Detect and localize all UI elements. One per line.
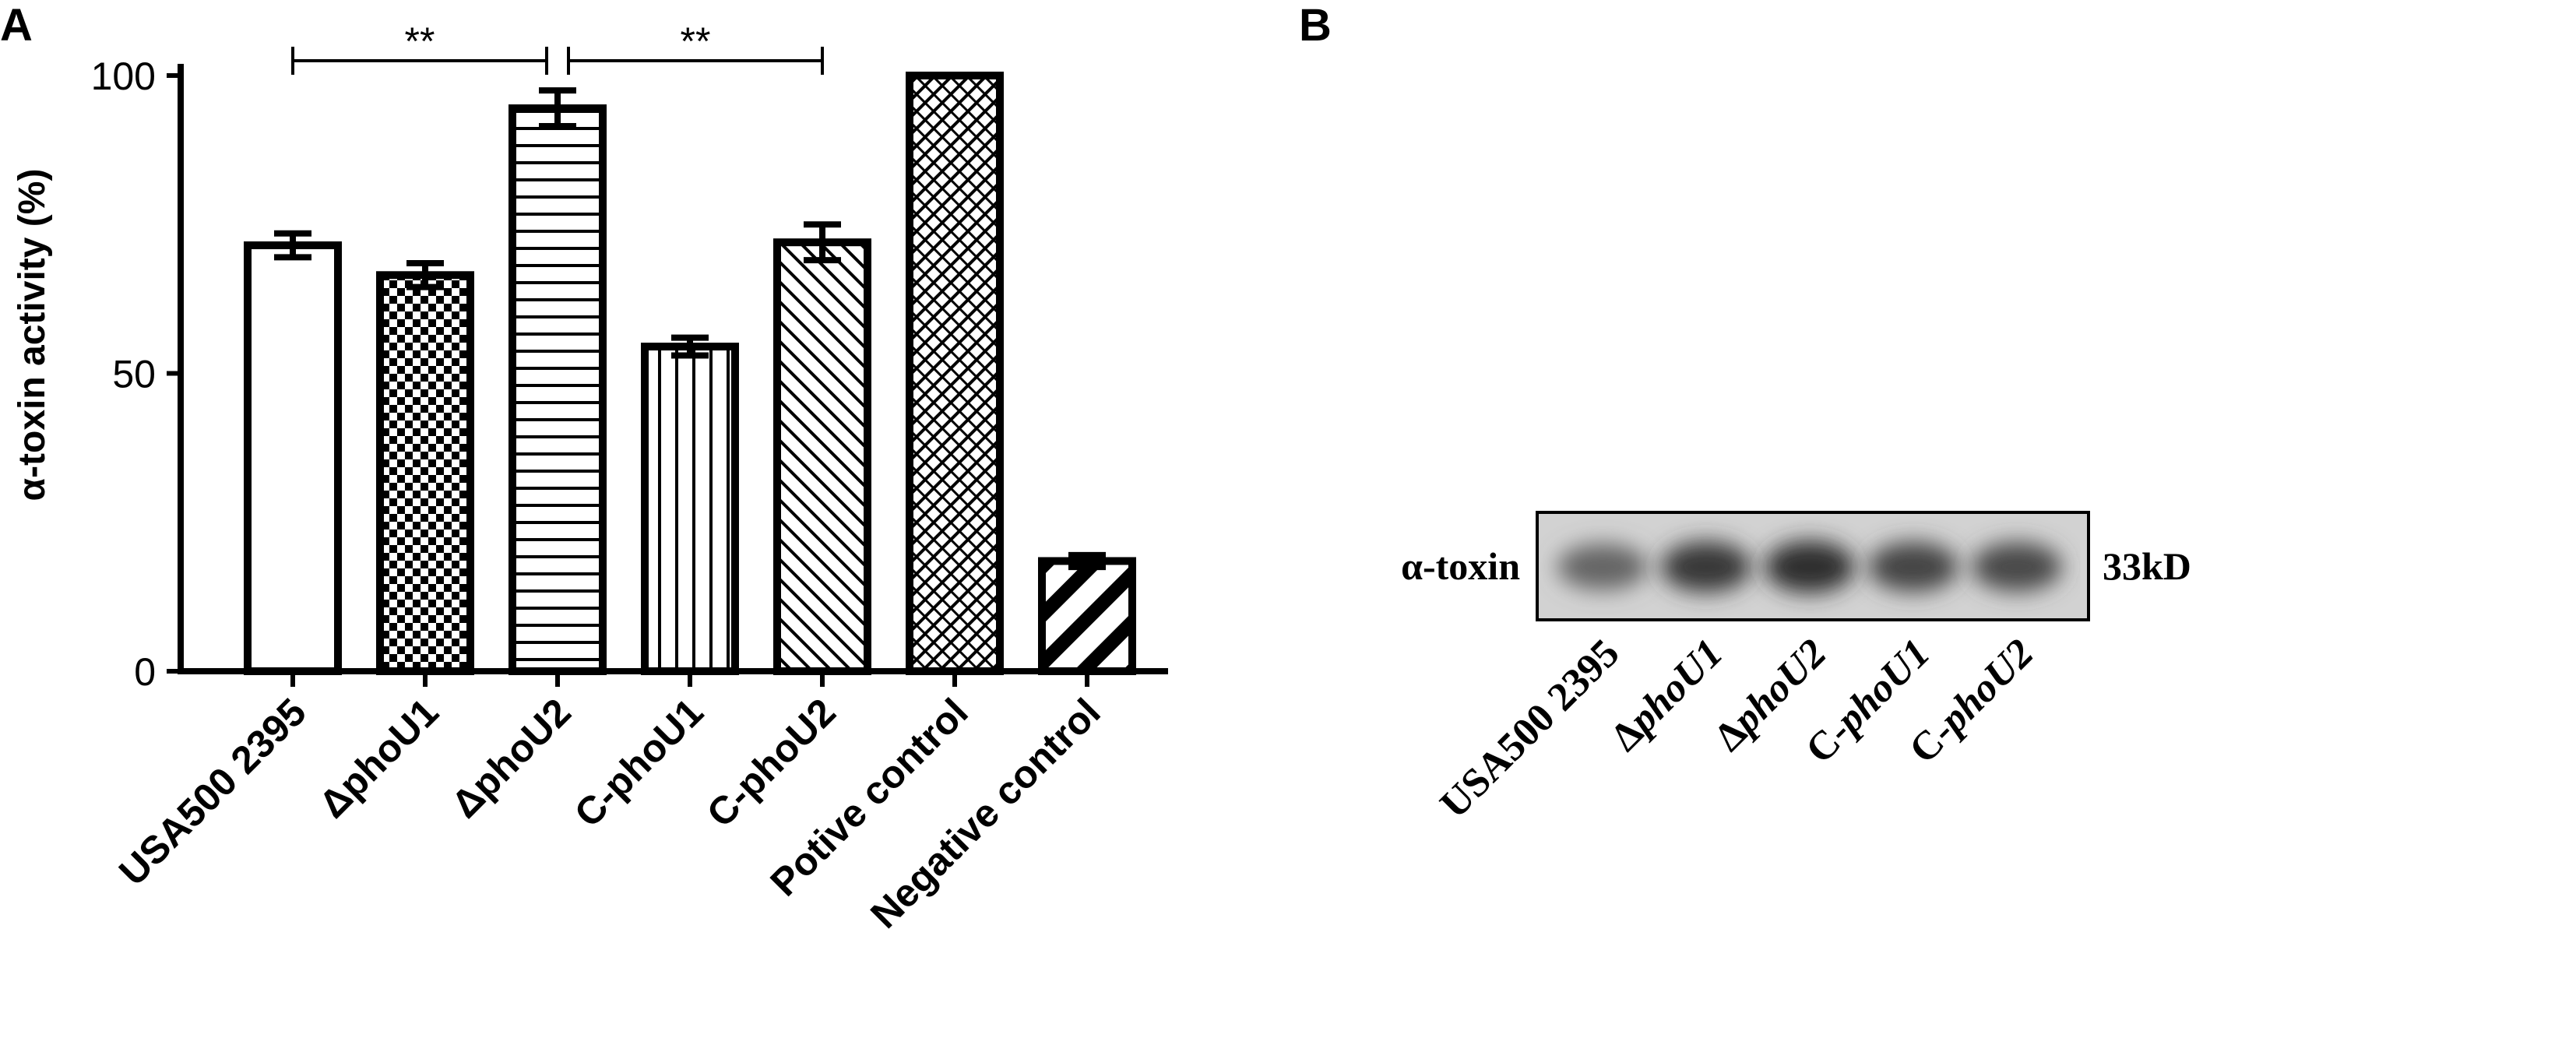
error-bar-2: [406, 259, 444, 290]
blot-band-5: [1972, 542, 2062, 592]
panel-b-label: B: [1299, 0, 1332, 51]
x-tick-label: USA500 2395: [111, 690, 315, 894]
blot-band-2: [1661, 541, 1751, 593]
blot-band-3: [1765, 540, 1855, 593]
panel-a-label: A: [0, 0, 33, 51]
blot-band-1: [1557, 544, 1648, 590]
bar-3: [509, 104, 607, 675]
significance-label: **: [405, 19, 435, 63]
x-tick-label: Negative control: [862, 690, 1109, 937]
bar-4: [641, 343, 739, 675]
significance-bracket: **: [567, 19, 824, 75]
error-bar-5: [804, 221, 841, 264]
error-bar-3: [539, 87, 576, 130]
blot-lane-label: ΔphoU1: [1603, 631, 1732, 760]
x-tick-label: C-phoU1: [566, 690, 712, 836]
bar-5: [773, 238, 871, 675]
error-bar-1: [274, 230, 311, 261]
significance-label: **: [681, 19, 711, 63]
significance-bracket: **: [291, 19, 548, 75]
error-bar-4: [671, 334, 709, 359]
y-tick-label: 50: [112, 353, 156, 396]
x-tick-label: ΔphoU2: [443, 690, 579, 826]
error-bar-7: [1068, 551, 1106, 571]
blot-row-label: α-toxin: [1401, 544, 1520, 588]
y-axis-label: α-toxin activity (%): [12, 169, 53, 501]
y-tick-label: 0: [134, 650, 156, 694]
blot-lane-label: USA500 2395: [1432, 631, 1628, 827]
blot-band-4: [1868, 542, 1958, 592]
blot-frame: [1536, 511, 2090, 621]
western-blot: α-toxin 33kD USA500 2395ΔphoU1ΔphoU2C-ph…: [1401, 511, 2191, 827]
blot-size-label: 33kD: [2103, 544, 2191, 588]
x-tick-label: ΔphoU1: [311, 690, 447, 826]
y-tick-label: 100: [91, 55, 156, 98]
bar-7: [1038, 557, 1136, 675]
bar-2: [376, 271, 474, 675]
bar-6: [906, 72, 1004, 675]
bar-1: [244, 241, 342, 675]
